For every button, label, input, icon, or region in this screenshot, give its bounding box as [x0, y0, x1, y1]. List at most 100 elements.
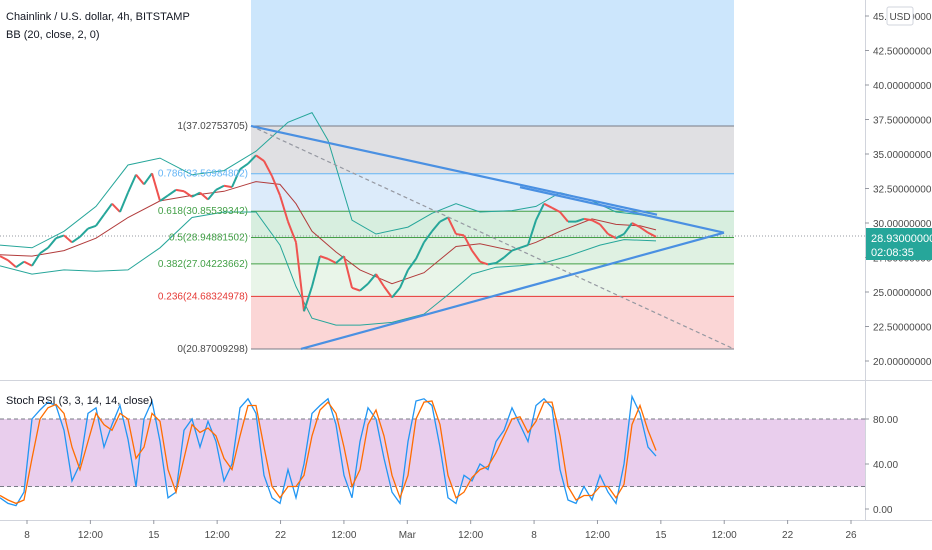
price-segment [127, 174, 137, 194]
time-tick-label: 8 [531, 530, 537, 541]
stoch-title[interactable]: Stoch RSI (3, 3, 14, 14, close) [6, 395, 153, 407]
price-segment [199, 191, 209, 201]
fib-zone [251, 126, 734, 174]
price-segment [135, 174, 145, 185]
stoch-series [0, 394, 657, 507]
fib-zone [251, 296, 734, 349]
price-segment [607, 233, 617, 240]
price-segment [183, 190, 193, 198]
price-segment [591, 219, 601, 226]
price-segment [47, 237, 57, 249]
dashed-projection-line[interactable] [250, 125, 735, 350]
time-tick-label: 22 [782, 530, 794, 541]
indicator-label[interactable]: BB (20, close, 2, 0) [6, 29, 100, 41]
time-tick-label: Mar [399, 530, 417, 541]
price-segment [455, 233, 465, 237]
time-tick-label: 12:00 [585, 530, 610, 541]
fib-level-label: 0(20.87009298) [177, 344, 248, 355]
price-segment [527, 219, 537, 246]
price-segment [639, 226, 649, 234]
price-segment [311, 255, 321, 287]
fib-level-label: 0.5(28.94881502) [169, 233, 248, 244]
price-segment [95, 214, 105, 227]
price-axis[interactable]: 45.0000000042.5000000040.0000000037.5000… [865, 12, 932, 368]
price-segment [159, 194, 169, 202]
price-tick-label: 35.00000000 [873, 150, 932, 161]
price-segment [367, 273, 377, 285]
price-segment [359, 282, 369, 292]
time-axis[interactable]: 8 12:00 15 12:00 22 12:00 Mar 12:00 8 12:00 15 12:0… [24, 520, 857, 541]
price-segment [247, 154, 257, 165]
stoch-d-line [0, 400, 657, 505]
trendline-drawings[interactable] [250, 124, 735, 351]
price-segment [535, 203, 545, 221]
price-segment [255, 154, 265, 162]
fib-zone [251, 237, 734, 264]
price-segment [575, 217, 585, 223]
price-segment [463, 234, 473, 252]
countdown-text: 02:08:35 [871, 247, 914, 259]
price-segment [167, 189, 177, 197]
price-segment [599, 223, 609, 235]
time-tick-label: 22 [275, 530, 287, 541]
stoch-tick-label: 40.00 [873, 460, 898, 471]
price-segment [335, 255, 345, 264]
price-tick-label: 32.50000000 [873, 185, 932, 196]
time-tick-label: 12:00 [712, 530, 737, 541]
triangle-upper-line[interactable] [250, 124, 658, 216]
price-tick-label: 30.00000000 [873, 219, 932, 230]
price-segment [623, 222, 633, 235]
triangle-upper-extension[interactable] [519, 186, 725, 234]
fib-zone [251, 211, 734, 238]
fib-labels: 1(37.02753705) 0.786(33.56984802) 0.618(30… [158, 121, 248, 355]
price-segment [303, 286, 313, 312]
time-tick-label: 15 [148, 530, 160, 541]
time-tick-label: 12:00 [331, 530, 356, 541]
price-segment [559, 211, 569, 223]
triangle-lower-line[interactable] [300, 231, 725, 351]
price-tick-label: 20.00000000 [873, 357, 932, 368]
price-segment [615, 233, 625, 240]
price-segment [519, 244, 529, 249]
price-segment [191, 191, 201, 198]
price-segment [111, 202, 121, 213]
price-segment [375, 273, 385, 288]
bb-basis-line [0, 181, 657, 285]
price-segment [15, 260, 25, 268]
time-tick-label: 12:00 [205, 530, 230, 541]
projection-box [251, 0, 734, 127]
price-segment [431, 220, 441, 232]
price-segment [439, 216, 449, 223]
price-segment [87, 224, 97, 230]
price-segment [647, 231, 657, 238]
price-series [0, 154, 657, 312]
currency-label: USD [889, 12, 910, 23]
price-segment [543, 202, 553, 209]
fib-level-label: 0.618(30.85539342) [158, 206, 248, 217]
fib-zone [251, 263, 734, 297]
time-tick-label: 26 [845, 530, 857, 541]
price-segment [487, 262, 497, 266]
stoch-axis: 80.00 40.00 0.00 [865, 415, 898, 516]
fib-level-label: 0.236(24.68324978) [158, 291, 248, 302]
price-segment [391, 287, 401, 299]
currency-button[interactable]: USD [886, 6, 914, 26]
price-segment [55, 234, 65, 240]
price-segment [287, 221, 297, 243]
projection-area [251, 0, 734, 127]
price-segment [271, 175, 281, 196]
price-segment [479, 260, 489, 266]
price-segment [503, 249, 513, 259]
time-tick-label: 8 [24, 530, 30, 541]
price-tick-label: 42.50000000 [873, 47, 932, 58]
price-segment [383, 285, 393, 299]
price-segment [351, 286, 361, 292]
time-tick-label: 12:00 [78, 530, 103, 541]
stoch-band-fill [0, 419, 865, 487]
price-tick-label: 22.50000000 [873, 323, 932, 334]
price-segment [415, 241, 425, 260]
price-tick-label: 37.50000000 [873, 116, 932, 127]
fib-level-label: 1(37.02753705) [177, 121, 248, 132]
price-segment [7, 259, 17, 268]
